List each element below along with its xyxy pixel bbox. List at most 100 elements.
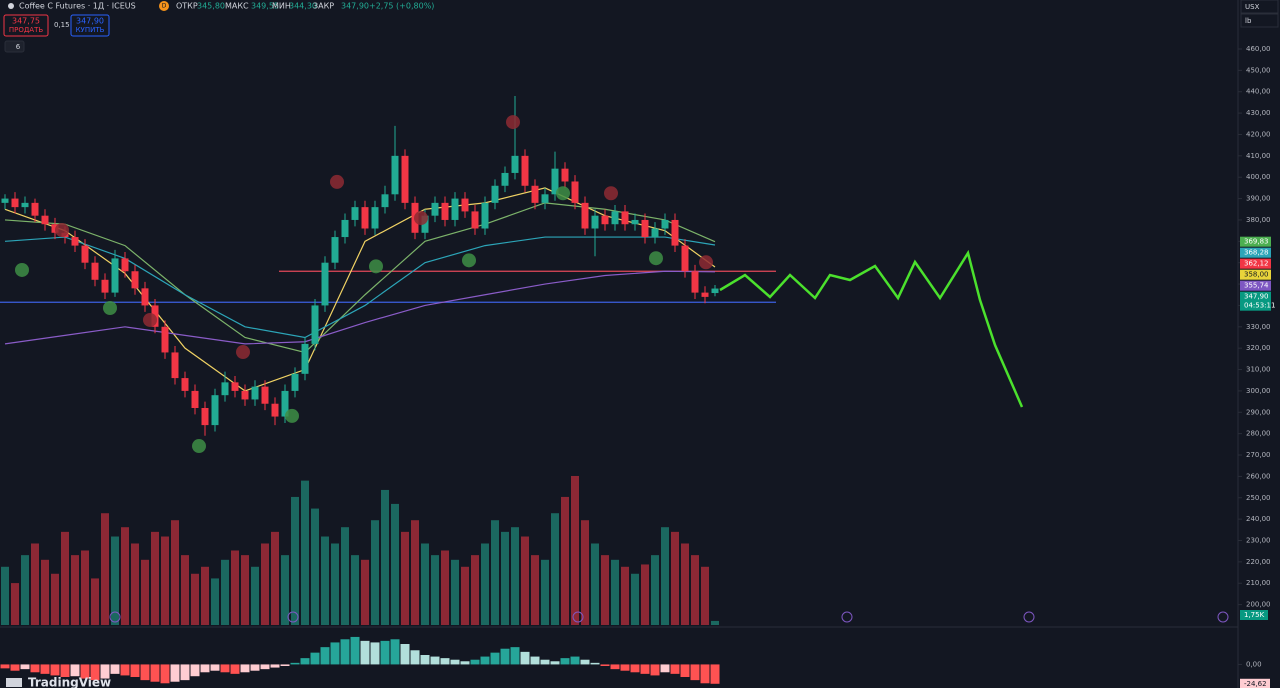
volume-bar bbox=[161, 536, 169, 625]
y-tick-label: 220,00 bbox=[1246, 558, 1271, 566]
event-icon[interactable] bbox=[1217, 611, 1229, 623]
y-tick-label: 380,00 bbox=[1246, 216, 1271, 224]
high-label: МАКС bbox=[225, 2, 249, 11]
candle-body bbox=[41, 215, 49, 225]
y-tick-label: 410,00 bbox=[1246, 152, 1271, 160]
volume-bar bbox=[571, 475, 579, 625]
candle-body bbox=[361, 207, 369, 229]
candle-body bbox=[421, 215, 429, 233]
moving-average bbox=[4, 270, 716, 345]
candle-body bbox=[611, 211, 619, 225]
volume-bar bbox=[671, 531, 679, 625]
candle-body bbox=[321, 262, 329, 306]
candle-body bbox=[501, 172, 509, 186]
oscillator-bar bbox=[210, 664, 220, 671]
candle-body bbox=[271, 403, 279, 417]
symbol-icon bbox=[8, 3, 14, 9]
oscillator-tag bbox=[1240, 678, 1270, 688]
buy-price: 347,90 bbox=[76, 17, 104, 26]
volume-bar bbox=[471, 555, 479, 625]
event-icon[interactable] bbox=[572, 611, 584, 623]
volume-bar bbox=[441, 550, 449, 625]
candle-body bbox=[541, 194, 549, 203]
candle-body bbox=[391, 155, 399, 195]
oscillator-bar bbox=[600, 664, 610, 666]
oscillator-bar bbox=[310, 652, 320, 665]
event-icon[interactable] bbox=[287, 611, 299, 623]
volume-bar bbox=[601, 555, 609, 625]
oscillator-bar bbox=[680, 664, 690, 677]
volume-tag bbox=[1240, 610, 1268, 620]
currency-select[interactable] bbox=[1240, 0, 1279, 14]
y-tick-label: 420,00 bbox=[1246, 130, 1271, 138]
y-tick-label: 450,00 bbox=[1246, 66, 1271, 74]
candle-body bbox=[451, 198, 459, 220]
y-tick-label: 400,00 bbox=[1246, 173, 1271, 181]
signal bbox=[143, 312, 157, 327]
volume-bar bbox=[1, 566, 9, 625]
y-tick-label: 310,00 bbox=[1246, 366, 1271, 374]
oscillator-bar bbox=[430, 656, 440, 665]
volume-bar bbox=[661, 527, 669, 625]
volume-bar bbox=[411, 520, 419, 625]
volume-bar bbox=[421, 543, 429, 625]
volume-bar bbox=[11, 583, 19, 625]
volume-bar bbox=[491, 520, 499, 625]
sell-label: ПРОДАТЬ bbox=[9, 26, 44, 34]
y-tick-label: 390,00 bbox=[1246, 195, 1271, 203]
y-tick-label: 260,00 bbox=[1246, 472, 1271, 480]
oscillator-bar bbox=[590, 662, 600, 665]
candle-body bbox=[371, 207, 379, 229]
volume-bar bbox=[151, 531, 159, 625]
volume-bar bbox=[281, 555, 289, 625]
oscillator-bar bbox=[140, 664, 150, 681]
signal bbox=[556, 186, 570, 201]
oscillator-bar bbox=[160, 664, 170, 684]
volume-bar bbox=[611, 559, 619, 625]
candle-body bbox=[661, 219, 669, 229]
volume-bar bbox=[251, 566, 259, 625]
volume-bar bbox=[401, 531, 409, 625]
oscillator-bar bbox=[350, 636, 360, 665]
volume-bar bbox=[231, 550, 239, 625]
candle-body bbox=[481, 202, 489, 229]
volume-bar bbox=[101, 513, 109, 625]
candle-body bbox=[581, 202, 589, 229]
sell-button[interactable] bbox=[3, 14, 49, 37]
unit-select[interactable] bbox=[1240, 13, 1279, 28]
volume-bar bbox=[111, 536, 119, 625]
event-icon[interactable] bbox=[841, 611, 853, 623]
candle-body bbox=[631, 219, 639, 225]
indicators-toggle[interactable] bbox=[4, 40, 25, 53]
y-tick-label: 430,00 bbox=[1246, 109, 1271, 117]
signal bbox=[192, 439, 206, 454]
unit: lb bbox=[1245, 17, 1252, 25]
candle-body bbox=[181, 378, 189, 391]
event-icon[interactable] bbox=[109, 611, 121, 623]
oscillator-bar bbox=[10, 664, 20, 671]
change: +2,75 (+0,80%) bbox=[369, 2, 434, 11]
price-tag-label: 362,12 bbox=[1244, 260, 1269, 268]
candle-body bbox=[671, 219, 679, 246]
oscillator-bar bbox=[0, 664, 10, 669]
forecast-drawing bbox=[719, 249, 1024, 408]
event-icon[interactable] bbox=[1023, 611, 1035, 623]
volume-bar bbox=[291, 496, 299, 625]
oscillator-bar bbox=[280, 664, 290, 666]
volume-bar bbox=[41, 559, 49, 625]
oscillator-bar bbox=[170, 664, 180, 682]
oscillator-bar bbox=[490, 652, 500, 665]
volume-bar bbox=[131, 543, 139, 625]
volume-bar bbox=[541, 559, 549, 625]
volume-bar bbox=[381, 489, 389, 625]
signal bbox=[649, 251, 663, 266]
volume-bar bbox=[591, 543, 599, 625]
volume-bar bbox=[701, 566, 709, 625]
oscillator-bar bbox=[570, 656, 580, 665]
oscillator-bar bbox=[50, 664, 60, 676]
close-label: ЗАКР bbox=[313, 2, 334, 11]
buy-button[interactable] bbox=[70, 14, 110, 37]
candle-body bbox=[621, 211, 629, 225]
indicator-count: 6 bbox=[16, 43, 21, 51]
candle-body bbox=[1, 198, 9, 203]
